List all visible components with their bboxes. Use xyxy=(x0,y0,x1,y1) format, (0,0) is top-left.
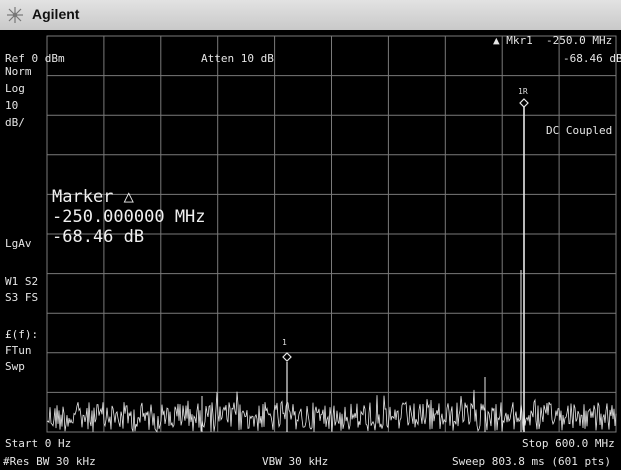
marker-1r-diamond-icon xyxy=(519,98,529,108)
marker-1-label: 1 xyxy=(282,338,287,347)
s3-fs-label: S3 FS xyxy=(5,291,39,304)
brand-name: Agilent xyxy=(32,6,80,22)
ftun-label: FTun xyxy=(5,344,32,357)
start-frequency: Start 0 Hz xyxy=(5,437,72,450)
marker-readout-title: Marker △ xyxy=(52,187,134,207)
ff-label: £(f): xyxy=(5,328,39,341)
agilent-spark-logo-icon xyxy=(7,7,23,23)
spectrum-display xyxy=(46,35,617,433)
resolution-bandwidth: #Res BW 30 kHz xyxy=(3,455,96,468)
dc-coupled-label: DC Coupled xyxy=(546,124,613,137)
marker-frequency: -250.0 MHz xyxy=(546,34,613,47)
norm-label: Norm xyxy=(5,65,32,78)
ref-level: Ref 0 dBm xyxy=(5,52,65,65)
attenuation: Atten 10 dB xyxy=(201,52,274,65)
scale-value: 10 xyxy=(5,99,19,112)
marker-1r-label: 1R xyxy=(518,87,528,96)
marker-readout-frequency: -250.000000 MHz xyxy=(52,207,206,227)
sweep-time: Sweep 803.8 ms (601 pts) xyxy=(452,455,611,468)
title-bar: Agilent xyxy=(0,0,621,31)
marker-readout-amplitude: -68.46 dB xyxy=(52,227,145,247)
log-label: Log xyxy=(5,82,25,95)
w1-s2-label: W1 S2 xyxy=(5,275,39,288)
video-bandwidth: VBW 30 kHz xyxy=(262,455,329,468)
stop-frequency: Stop 600.0 MHz xyxy=(522,437,615,450)
marker-1-diamond-icon xyxy=(282,352,292,362)
analyzer-screen: Ref 0 dBm Atten 10 dB ▲ Mkr1 -250.0 MHz … xyxy=(0,30,621,470)
swp-label: Swp xyxy=(5,360,25,373)
marker-label: ▲ Mkr1 xyxy=(493,34,533,47)
scale-unit: dB/ xyxy=(5,116,25,129)
marker-amplitude: -68.46 dB xyxy=(563,52,621,65)
average-label: LgAv xyxy=(5,237,32,250)
